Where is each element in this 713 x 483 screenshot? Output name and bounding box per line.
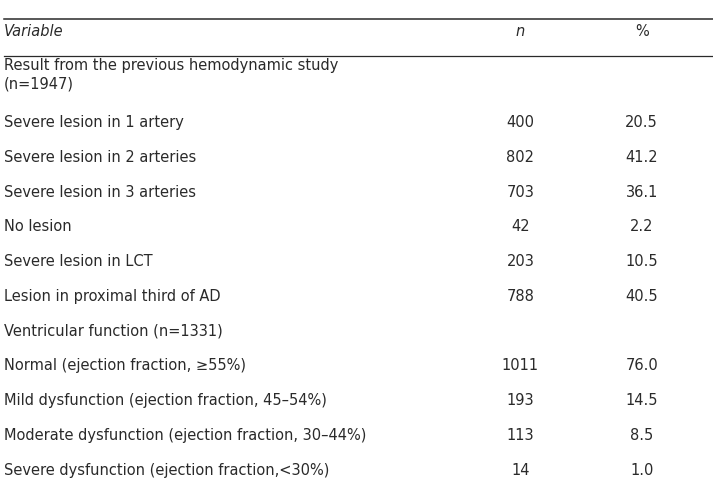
Text: 20.5: 20.5 [625, 115, 658, 130]
Text: 10.5: 10.5 [625, 254, 658, 269]
Text: 8.5: 8.5 [630, 428, 653, 443]
Text: Severe lesion in 3 arteries: Severe lesion in 3 arteries [4, 185, 195, 199]
Text: 40.5: 40.5 [625, 289, 658, 304]
Text: 14.5: 14.5 [625, 393, 658, 408]
Text: 76.0: 76.0 [625, 358, 658, 373]
Text: Variable: Variable [4, 24, 63, 39]
Text: 41.2: 41.2 [625, 150, 658, 165]
Text: 113: 113 [507, 428, 534, 443]
Text: %: % [635, 24, 649, 39]
Text: n: n [516, 24, 525, 39]
Text: 203: 203 [506, 254, 535, 269]
Text: 1011: 1011 [502, 358, 539, 373]
Text: Mild dysfunction (ejection fraction, 45–54%): Mild dysfunction (ejection fraction, 45–… [4, 393, 327, 408]
Text: Result from the previous hemodynamic study
(n=1947): Result from the previous hemodynamic stu… [4, 58, 338, 92]
Text: 788: 788 [506, 289, 535, 304]
Text: Severe lesion in LCT: Severe lesion in LCT [4, 254, 152, 269]
Text: 400: 400 [506, 115, 535, 130]
Text: Severe lesion in 2 arteries: Severe lesion in 2 arteries [4, 150, 196, 165]
Text: 802: 802 [506, 150, 535, 165]
Text: Severe lesion in 1 artery: Severe lesion in 1 artery [4, 115, 183, 130]
Text: No lesion: No lesion [4, 219, 71, 234]
Text: Severe dysfunction (ejection fraction,<30%): Severe dysfunction (ejection fraction,<3… [4, 463, 329, 478]
Text: 703: 703 [506, 185, 535, 199]
Text: 14: 14 [511, 463, 530, 478]
Text: 36.1: 36.1 [625, 185, 658, 199]
Text: Moderate dysfunction (ejection fraction, 30–44%): Moderate dysfunction (ejection fraction,… [4, 428, 366, 443]
Text: 1.0: 1.0 [630, 463, 653, 478]
Text: Lesion in proximal third of AD: Lesion in proximal third of AD [4, 289, 220, 304]
Text: Ventricular function (n=1331): Ventricular function (n=1331) [4, 324, 222, 339]
Text: Normal (ejection fraction, ≥55%): Normal (ejection fraction, ≥55%) [4, 358, 245, 373]
Text: 42: 42 [511, 219, 530, 234]
Text: 2.2: 2.2 [630, 219, 653, 234]
Text: 193: 193 [507, 393, 534, 408]
